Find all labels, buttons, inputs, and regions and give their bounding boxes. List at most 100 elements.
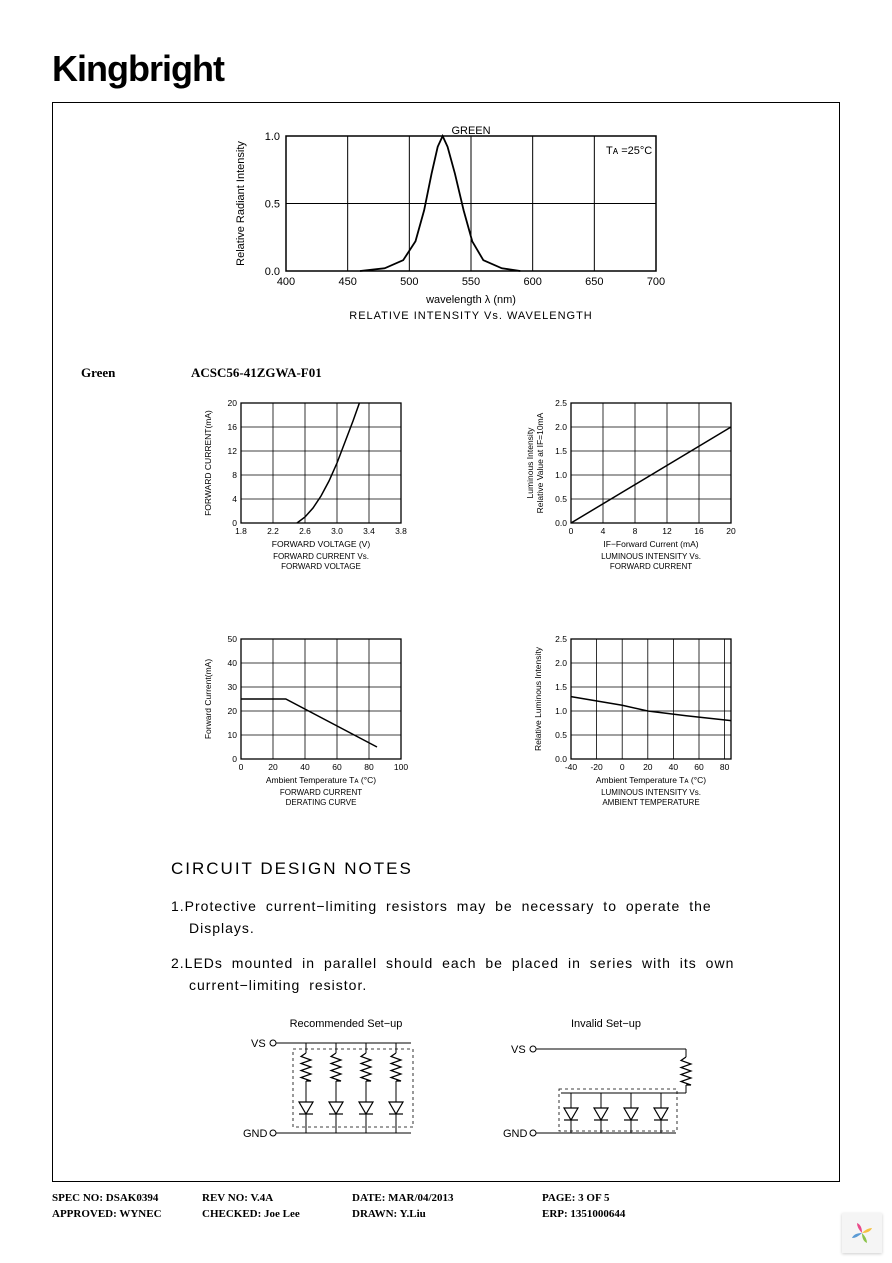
svg-text:FORWARD CURRENT(mA): FORWARD CURRENT(mA)	[203, 410, 213, 516]
svg-text:3.0: 3.0	[331, 526, 343, 536]
svg-text:10: 10	[228, 730, 238, 740]
footer-date: DATE: MAR/04/2013	[352, 1192, 542, 1204]
four-charts-grid: 1.82.22.63.03.43.8048121620FORWARD CURRE…	[171, 365, 791, 831]
svg-text:50: 50	[228, 634, 238, 644]
svg-text:FORWARD CURRENT: FORWARD CURRENT	[280, 788, 362, 797]
svg-text:1.0: 1.0	[555, 470, 567, 480]
svg-text:8: 8	[232, 470, 237, 480]
svg-text:2.0: 2.0	[555, 658, 567, 668]
svg-text:Relative Value at IF=10mA: Relative Value at IF=10mA	[535, 412, 545, 513]
chart-forward-current-vs-voltage: 1.82.22.63.03.43.8048121620FORWARD CURRE…	[171, 395, 461, 595]
svg-text:LUMINOUS INTENSITY Vs.: LUMINOUS INTENSITY Vs.	[601, 552, 701, 561]
content-frame: 4004505005506006507000.00.51.0GREENTᴀ =2…	[52, 102, 840, 1182]
relative-intensity-chart: 4004505005506006507000.00.51.0GREENTᴀ =2…	[206, 121, 686, 341]
invalid-setup-diagram: Invalid Set−up VS GND	[491, 1015, 721, 1155]
svg-text:12: 12	[228, 446, 238, 456]
svg-text:FORWARD CURRENT Vs.: FORWARD CURRENT Vs.	[273, 552, 369, 561]
svg-text:16: 16	[694, 526, 704, 536]
svg-text:100: 100	[394, 762, 408, 772]
svg-text:1.0: 1.0	[265, 131, 280, 143]
svg-text:550: 550	[462, 276, 480, 288]
svg-text:VS: VS	[251, 1038, 266, 1050]
svg-text:20: 20	[228, 398, 238, 408]
svg-text:1.5: 1.5	[555, 446, 567, 456]
svg-text:IF−Forward Current (mA): IF−Forward Current (mA)	[603, 539, 698, 549]
svg-text:DERATING CURVE: DERATING CURVE	[286, 798, 357, 807]
svg-text:500: 500	[400, 276, 418, 288]
svg-text:0: 0	[232, 754, 237, 764]
viewer-logo-icon[interactable]	[842, 1213, 882, 1253]
svg-text:Invalid Set−up: Invalid Set−up	[571, 1018, 641, 1030]
svg-text:30: 30	[228, 682, 238, 692]
svg-text:FORWARD VOLTAGE: FORWARD VOLTAGE	[281, 562, 361, 571]
svg-text:2.5: 2.5	[555, 634, 567, 644]
svg-text:40: 40	[300, 762, 310, 772]
svg-text:2.0: 2.0	[555, 422, 567, 432]
svg-text:4: 4	[232, 494, 237, 504]
footer-spec-no: SPEC NO: DSAK0394	[52, 1192, 202, 1204]
svg-text:0.0: 0.0	[555, 518, 567, 528]
svg-text:0: 0	[620, 762, 625, 772]
svg-text:VS: VS	[511, 1044, 526, 1056]
notes-title: CIRCUIT DESIGN NOTES	[171, 859, 781, 879]
svg-text:FORWARD CURRENT: FORWARD CURRENT	[610, 562, 692, 571]
footer-rev-no: REV NO: V.4A	[202, 1192, 352, 1204]
svg-text:2.5: 2.5	[555, 398, 567, 408]
svg-text:0.5: 0.5	[555, 730, 567, 740]
footer: SPEC NO: DSAK0394 REV NO: V.4A DATE: MAR…	[52, 1192, 840, 1220]
svg-text:0.5: 0.5	[265, 199, 280, 211]
svg-text:450: 450	[338, 276, 356, 288]
svg-text:16: 16	[228, 422, 238, 432]
svg-text:60: 60	[694, 762, 704, 772]
svg-text:wavelength λ (nm): wavelength λ (nm)	[425, 294, 516, 306]
datasheet-page: Kingbright 4004505005506006507000.00.51.…	[0, 0, 892, 1263]
svg-text:80: 80	[720, 762, 730, 772]
chart-derating-curve: 02040608010001020304050Forward Current(m…	[171, 631, 461, 831]
svg-text:0.5: 0.5	[555, 494, 567, 504]
chart-d-svg: -40-200204060800.00.51.01.52.02.5Relativ…	[521, 631, 771, 826]
svg-text:20: 20	[268, 762, 278, 772]
recommended-setup-diagram: Recommended Set−up VS GND	[231, 1015, 461, 1155]
svg-text:0.0: 0.0	[555, 754, 567, 764]
chart-a-svg: 1.82.22.63.03.43.8048121620FORWARD CURRE…	[191, 395, 441, 590]
svg-text:AMBIENT TEMPERATURE: AMBIENT TEMPERATURE	[602, 798, 699, 807]
svg-text:GND: GND	[503, 1128, 528, 1140]
svg-text:RELATIVE INTENSITY Vs. WAVELEN: RELATIVE INTENSITY Vs. WAVELENGTH	[349, 310, 592, 322]
svg-text:Forward Current(mA): Forward Current(mA)	[203, 659, 213, 739]
svg-text:1.5: 1.5	[555, 682, 567, 692]
svg-text:8: 8	[633, 526, 638, 536]
svg-text:40: 40	[228, 658, 238, 668]
chart-b-svg: 0481216200.00.51.01.52.02.5Luminous Inte…	[521, 395, 771, 590]
svg-text:3.8: 3.8	[395, 526, 407, 536]
flower-icon	[849, 1220, 875, 1246]
svg-text:2.6: 2.6	[299, 526, 311, 536]
svg-text:Ambient Temperature Tᴀ (°C): Ambient Temperature Tᴀ (°C)	[596, 775, 706, 785]
top-chart: 4004505005506006507000.00.51.0GREENTᴀ =2…	[81, 121, 811, 341]
svg-text:2.2: 2.2	[267, 526, 279, 536]
svg-text:1.0: 1.0	[555, 706, 567, 716]
svg-text:20: 20	[643, 762, 653, 772]
svg-text:4: 4	[601, 526, 606, 536]
svg-text:GND: GND	[243, 1128, 268, 1140]
svg-text:3.4: 3.4	[363, 526, 375, 536]
svg-text:12: 12	[662, 526, 672, 536]
circuit-design-notes: CIRCUIT DESIGN NOTES 1.Protective curren…	[171, 859, 781, 1155]
svg-text:20: 20	[228, 706, 238, 716]
svg-text:40: 40	[669, 762, 679, 772]
svg-text:600: 600	[523, 276, 541, 288]
footer-drawn: DRAWN: Y.Liu	[352, 1208, 542, 1220]
footer-page: PAGE: 3 OF 5	[542, 1192, 692, 1204]
svg-text:Recommended Set−up: Recommended Set−up	[290, 1018, 403, 1030]
svg-text:700: 700	[647, 276, 665, 288]
chart-luminous-vs-temp: -40-200204060800.00.51.01.52.02.5Relativ…	[501, 631, 791, 831]
svg-text:60: 60	[332, 762, 342, 772]
footer-checked: CHECKED: Joe Lee	[202, 1208, 352, 1220]
footer-erp: ERP: 1351000644	[542, 1208, 692, 1220]
note-1: 1.Protective current−limiting resistors …	[171, 895, 781, 940]
brand-logo: Kingbright	[52, 48, 840, 90]
svg-text:GREEN: GREEN	[451, 125, 490, 137]
svg-text:Tᴀ =25°C: Tᴀ =25°C	[606, 145, 652, 157]
svg-text:Relative Radiant Intensity: Relative Radiant Intensity	[235, 141, 247, 266]
svg-text:0: 0	[239, 762, 244, 772]
part-number: ACSC56-41ZGWA-F01	[191, 365, 322, 381]
